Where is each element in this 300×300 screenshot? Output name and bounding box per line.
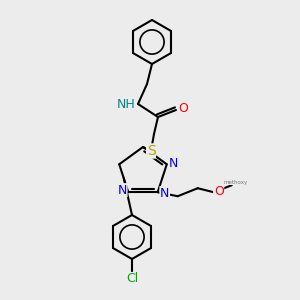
Text: methoxy: methoxy (224, 180, 248, 185)
Text: O: O (214, 185, 224, 198)
Text: N: N (160, 187, 169, 200)
Text: Cl: Cl (126, 272, 138, 286)
Text: N: N (169, 157, 178, 170)
Text: N: N (118, 184, 127, 197)
Text: NH: NH (117, 98, 136, 110)
Text: O: O (178, 103, 188, 116)
Text: S: S (147, 144, 155, 158)
